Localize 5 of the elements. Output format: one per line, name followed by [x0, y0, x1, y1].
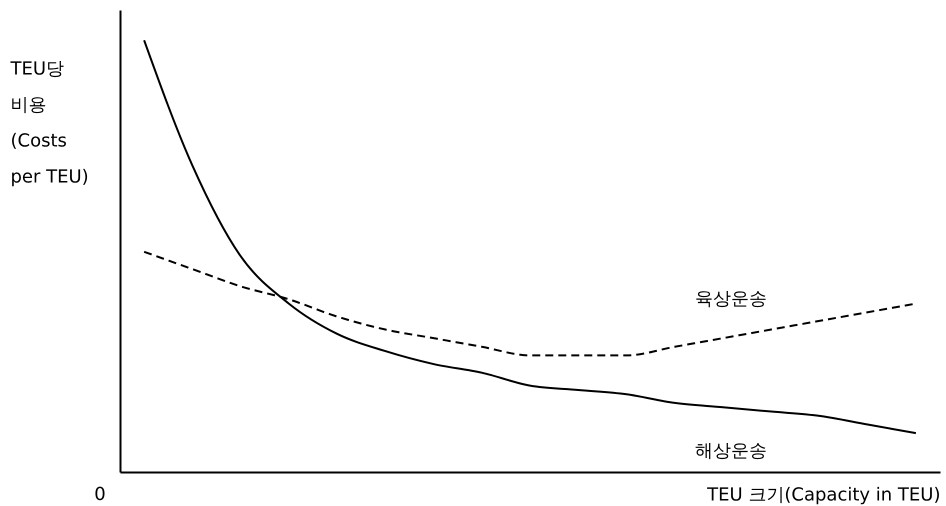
- y-axis-title: TEU당 비용 (Costs per TEU): [10, 58, 89, 188]
- series-label: 육상운송: [695, 288, 768, 310]
- text: 0: [94, 484, 106, 505]
- x-axis-title: TEU 크기(Capacity in TEU): [706, 484, 940, 506]
- series-label: 해상운송: [695, 440, 768, 462]
